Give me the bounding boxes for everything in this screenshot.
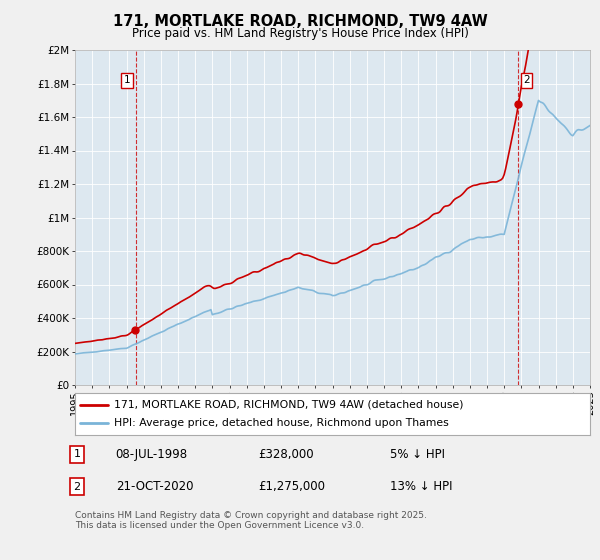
Text: 13% ↓ HPI: 13% ↓ HPI (390, 480, 452, 493)
Text: HPI: Average price, detached house, Richmond upon Thames: HPI: Average price, detached house, Rich… (113, 418, 448, 428)
Text: £328,000: £328,000 (258, 448, 314, 461)
Text: 21-OCT-2020: 21-OCT-2020 (116, 480, 193, 493)
Text: 2: 2 (523, 75, 530, 85)
Text: 5% ↓ HPI: 5% ↓ HPI (390, 448, 445, 461)
Text: £1,275,000: £1,275,000 (258, 480, 325, 493)
Text: Contains HM Land Registry data © Crown copyright and database right 2025.
This d: Contains HM Land Registry data © Crown c… (75, 511, 427, 530)
Text: 171, MORTLAKE ROAD, RICHMOND, TW9 4AW: 171, MORTLAKE ROAD, RICHMOND, TW9 4AW (113, 14, 487, 29)
Text: 08-JUL-1998: 08-JUL-1998 (116, 448, 188, 461)
Text: 2: 2 (74, 482, 80, 492)
Text: 171, MORTLAKE ROAD, RICHMOND, TW9 4AW (detached house): 171, MORTLAKE ROAD, RICHMOND, TW9 4AW (d… (113, 400, 463, 410)
Text: 1: 1 (124, 75, 130, 85)
Text: Price paid vs. HM Land Registry's House Price Index (HPI): Price paid vs. HM Land Registry's House … (131, 27, 469, 40)
Text: 1: 1 (74, 449, 80, 459)
